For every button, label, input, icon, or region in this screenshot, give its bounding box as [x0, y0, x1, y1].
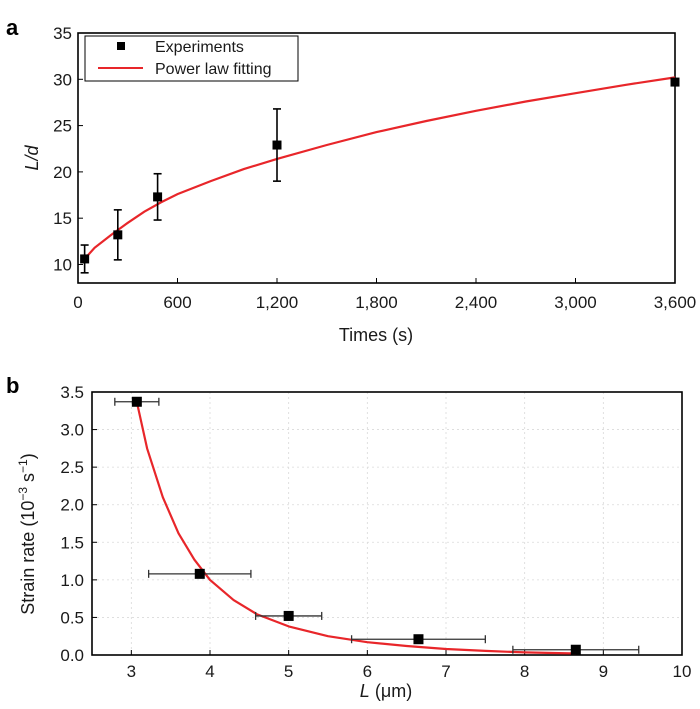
- data-point: [131, 396, 142, 407]
- x-tick-label: 1,200: [256, 293, 299, 312]
- panel-b-y-axis-title: Strain rate (10−3 s−1): [16, 453, 38, 614]
- y-tick-label: 1.0: [60, 571, 84, 590]
- x-tick-label: 9: [599, 662, 608, 681]
- legend-experiments-label: Experiments: [155, 39, 244, 56]
- fit-curve-line: [135, 401, 576, 655]
- x-tick-label: 3,600: [654, 293, 697, 312]
- y-tick-label: 0.0: [60, 646, 84, 665]
- y-tick-label: 0.5: [60, 608, 84, 627]
- panel-b-y-axis-exp1: −3: [16, 487, 30, 501]
- panel-a-x-axis-title: Times (s): [339, 325, 413, 345]
- y-tick-label: 20: [53, 163, 72, 182]
- panel-b-x-axis-unit: (μm): [375, 681, 412, 701]
- x-tick-label: 10: [673, 662, 692, 681]
- panel-b-y-axis-main: Strain rate (10: [18, 501, 38, 615]
- legend-experiments-marker: [117, 42, 125, 50]
- x-tick-label: 0: [73, 293, 82, 312]
- data-point: [283, 610, 294, 621]
- y-tick-label: 2.0: [60, 496, 84, 515]
- y-tick-label: 15: [53, 209, 72, 228]
- y-tick-label: 1.5: [60, 533, 84, 552]
- panel-b-y-axis: 0.0 0.5 1.0 1.5 2.0 2.5 3.0 3.5: [60, 383, 97, 665]
- y-tick-label: 30: [53, 70, 72, 89]
- panel-b-fit-series: [135, 401, 576, 655]
- y-tick-label: 3.0: [60, 421, 84, 440]
- x-tick-label: 6: [363, 662, 372, 681]
- x-tick-label: 2,400: [455, 293, 498, 312]
- panel-b-grid: [92, 391, 683, 656]
- fit-curve-line: [83, 76, 676, 260]
- panel-b-data-series: [114, 396, 640, 655]
- data-point: [670, 77, 680, 87]
- x-tick-label: 8: [520, 662, 529, 681]
- panel-a-fit-series: [83, 76, 676, 260]
- panel-a-experiment-series: [80, 77, 680, 274]
- x-tick-label: 5: [284, 662, 293, 681]
- y-tick-label: 25: [53, 117, 72, 136]
- y-tick-label: 35: [53, 24, 72, 43]
- panel-b-x-axis: 3 4 5 6 7 8 9 10: [127, 650, 692, 681]
- panel-b-x-axis-symbol: L: [360, 681, 370, 701]
- data-point: [272, 140, 282, 150]
- panel-a-label: a: [6, 15, 19, 40]
- data-point: [194, 568, 205, 579]
- panel-b-x-axis-title: L (μm): [360, 681, 412, 701]
- panel-a-x-axis: 0 600 1,200 1,800 2,400 3,000 3,600: [73, 278, 696, 312]
- y-tick-label: 10: [53, 255, 72, 274]
- legend-fit-label: Power law fitting: [155, 61, 272, 78]
- data-point: [570, 644, 581, 655]
- panel-b: b 3 4 5 6 7 8 9 10 0.0 0.5 1.0 1.5 2.0 2.5 3.0 3.5 L (…: [6, 373, 691, 701]
- x-tick-label: 4: [205, 662, 214, 681]
- data-point: [113, 230, 123, 240]
- y-tick-label: 3.5: [60, 383, 84, 402]
- data-point: [413, 634, 424, 645]
- panel-a-y-axis-title: L/d: [22, 145, 42, 171]
- panel-b-frame: [91, 391, 683, 656]
- panel-a-legend: Experiments Power law fitting: [84, 35, 299, 82]
- panel-b-label: b: [6, 373, 19, 398]
- x-tick-label: 600: [163, 293, 191, 312]
- x-tick-label: 3: [127, 662, 136, 681]
- panel-b-y-axis-end: ): [18, 453, 38, 459]
- data-point: [153, 192, 163, 202]
- panel-a-y-axis: 10 15 20 25 30 35: [53, 24, 83, 274]
- panel-b-y-axis-exp2: −1: [16, 459, 30, 473]
- x-tick-label: 7: [441, 662, 450, 681]
- y-tick-label: 2.5: [60, 458, 84, 477]
- panel-a: a 0 600 1,200 1,800 2,400 3,000 3,600 10 15 20 25…: [6, 15, 696, 345]
- panel-b-y-axis-mid: s: [18, 473, 38, 487]
- data-point: [80, 254, 90, 264]
- x-tick-label: 3,000: [554, 293, 597, 312]
- x-tick-label: 1,800: [355, 293, 398, 312]
